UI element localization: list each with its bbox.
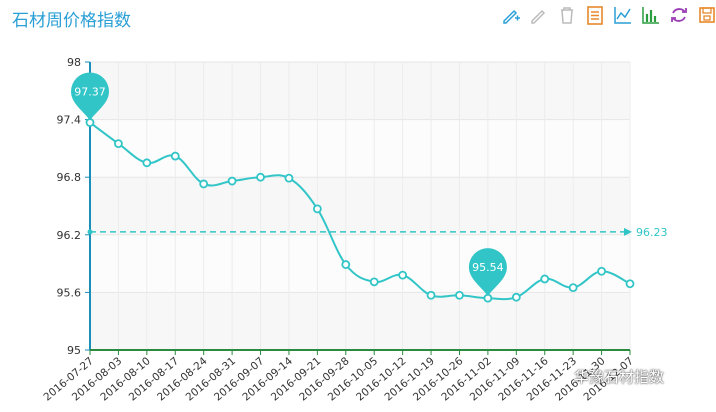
data-point — [199, 179, 209, 189]
data-point — [625, 279, 635, 289]
markpoint-pin — [468, 248, 507, 297]
y-tick-label: 95.6 — [57, 286, 82, 299]
watermark-text: 华豫石材指数 — [574, 368, 665, 386]
grid-band — [90, 62, 630, 120]
y-tick-label: 95 — [67, 344, 81, 357]
markline-arrow — [624, 227, 632, 236]
data-point — [312, 204, 322, 214]
grid-band — [90, 292, 630, 350]
pencil-plus-icon[interactable] — [500, 4, 522, 26]
data-point — [284, 173, 294, 183]
save-icon[interactable] — [696, 4, 716, 26]
markpoint-label: 97.37 — [74, 85, 106, 98]
trash-icon[interactable] — [556, 4, 578, 26]
data-point — [227, 176, 237, 186]
data-point — [540, 274, 550, 284]
bar-chart-icon[interactable] — [640, 4, 662, 26]
markpoint-label: 95.54 — [472, 261, 504, 274]
chart-title: 石材周价格指数 — [12, 11, 131, 31]
markline-label: 96.23 — [636, 226, 668, 239]
y-tick-label: 97.4 — [57, 114, 82, 127]
data-point — [369, 277, 379, 287]
grid-band — [90, 234, 630, 293]
line-chart-icon[interactable] — [612, 4, 634, 26]
data-point — [455, 290, 464, 300]
data-point — [398, 270, 408, 280]
data-point — [256, 172, 265, 182]
y-tick-label: 96.2 — [57, 229, 82, 242]
data-point — [426, 290, 436, 300]
data-point — [114, 139, 123, 149]
grid-band — [90, 119, 630, 178]
y-tick-label: 98 — [67, 56, 81, 69]
data-point — [511, 292, 521, 302]
data-point — [341, 260, 351, 269]
y-tick-label: 96.8 — [57, 171, 82, 184]
data-point — [597, 266, 606, 276]
data-point — [142, 158, 152, 168]
markpoint-pin — [71, 72, 109, 121]
data-point — [170, 151, 180, 161]
data-view-icon[interactable] — [584, 4, 606, 26]
markline-start — [87, 229, 93, 235]
grid-band — [90, 177, 630, 235]
pencil-icon[interactable] — [528, 4, 550, 26]
data-point — [568, 283, 578, 293]
refresh-icon[interactable] — [668, 4, 690, 26]
